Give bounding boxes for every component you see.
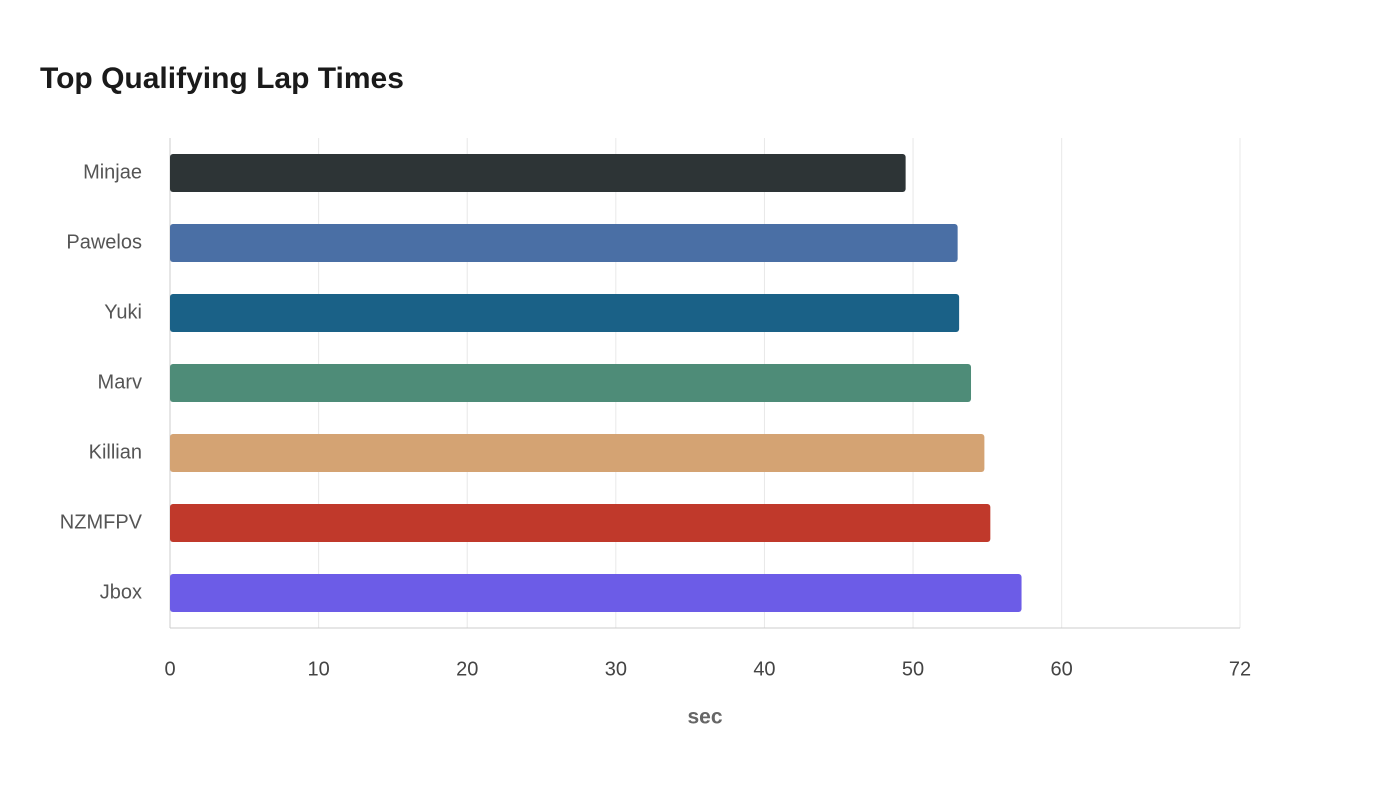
bar: [170, 434, 985, 472]
y-tick-label: Marv: [98, 371, 142, 393]
bar: [170, 294, 960, 332]
y-tick-label: Killian: [89, 441, 142, 463]
x-axis-label: sec: [687, 706, 722, 729]
x-tick-label: 50: [902, 658, 924, 680]
bar: [170, 224, 958, 262]
y-tick-label: Jbox: [100, 581, 142, 603]
x-tick-label: 40: [753, 658, 775, 680]
x-tick-label: 30: [605, 658, 627, 680]
x-tick-label: 60: [1051, 658, 1073, 680]
bar: [170, 574, 1022, 612]
chart-title: Top Qualifying Lap Times: [40, 62, 404, 95]
bar: [170, 154, 906, 192]
bar: [170, 364, 972, 402]
x-tick-label: 10: [307, 658, 329, 680]
bar: [170, 504, 991, 542]
x-tick-label: 20: [456, 658, 478, 680]
y-tick-label: Pawelos: [66, 231, 142, 253]
y-tick-label: Minjae: [83, 161, 142, 183]
x-tick-label: 0: [164, 658, 175, 680]
y-tick-label: NZMFPV: [60, 511, 143, 533]
y-tick-label: Yuki: [104, 301, 142, 323]
x-tick-label: 72: [1229, 658, 1251, 680]
